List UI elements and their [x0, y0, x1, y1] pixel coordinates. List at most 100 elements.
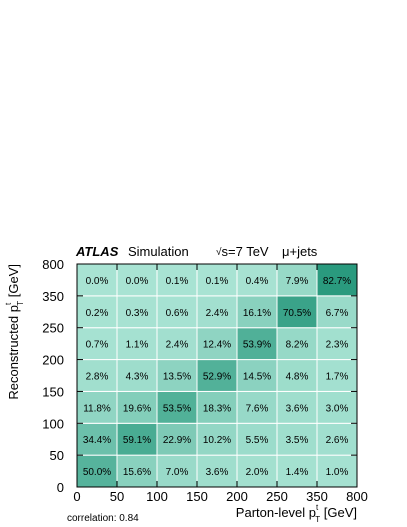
correlation-footnote: correlation: 0.84	[67, 513, 139, 524]
cell-value-label: 53.9%	[243, 340, 271, 351]
cell-value-label: 0.0%	[86, 276, 109, 287]
cell-value-label: 2.0%	[246, 467, 269, 478]
x-axis-title-sup: t	[316, 503, 319, 512]
heatmap-cell	[276, 263, 318, 297]
cell-value-label: 1.1%	[126, 340, 149, 351]
cell-value-label: 15.6%	[123, 467, 151, 478]
heatmap-cell	[156, 359, 198, 392]
heatmap-cell	[196, 263, 238, 297]
y-tick-label: 350	[42, 289, 64, 304]
y-tick-label: 0	[57, 480, 64, 495]
heatmap-cell	[156, 390, 198, 424]
heatmap-cell	[236, 390, 278, 424]
y-tick-label: 200	[42, 353, 64, 368]
header-line: ATLAS Simulation	[75, 244, 189, 259]
heatmap-cells	[76, 263, 358, 488]
cell-value-label: 19.6%	[123, 403, 151, 414]
x-tick-label: 50	[110, 489, 124, 504]
y-tick-labels: 0 50 100 150 200 250 350 800	[42, 257, 64, 495]
cell-value-label: 0.7%	[86, 340, 109, 351]
heatmap-cell	[276, 359, 318, 392]
cell-value-label: 3.6%	[206, 467, 229, 478]
cell-value-label: 59.1%	[123, 435, 151, 446]
x-tick-label: 800	[346, 489, 368, 504]
cell-value-label: 52.9%	[203, 372, 231, 383]
cell-value-label: 2.4%	[166, 340, 189, 351]
cell-value-label: 10.2%	[203, 435, 231, 446]
cell-value-label: 70.5%	[283, 308, 311, 319]
heatmap-cell	[76, 327, 118, 361]
cell-value-label: 22.9%	[163, 435, 191, 446]
cell-value-label: 7.9%	[286, 276, 309, 287]
cell-value-label: 3.6%	[286, 403, 309, 414]
cell-value-label: 0.4%	[246, 276, 269, 287]
x-tick-labels: 0 50 100 150 200 250 350 800	[73, 489, 367, 504]
cell-value-label: 2.3%	[326, 340, 349, 351]
cell-value-label: 16.1%	[243, 308, 271, 319]
energy-sqrt: √	[216, 246, 222, 258]
cell-value-label: 13.5%	[163, 372, 191, 383]
cell-value-label: 12.4%	[203, 340, 231, 351]
y-tick-label: 150	[42, 384, 64, 399]
cell-value-label: 2.6%	[326, 435, 349, 446]
y-tick-label: 250	[42, 321, 64, 336]
x-tick-label: 0	[73, 489, 80, 504]
x-tick-label: 100	[146, 489, 168, 504]
cell-value-label: 14.5%	[243, 372, 271, 383]
cell-value-label: 3.5%	[286, 435, 309, 446]
energy-label: √s=7 TeV	[216, 244, 269, 259]
cell-value-label: 3.0%	[326, 403, 349, 414]
cell-value-label: 11.8%	[83, 403, 111, 414]
cell-value-label: 1.0%	[326, 467, 349, 478]
cell-value-label: 6.7%	[326, 308, 349, 319]
heatmap-cell-labels: 50.0% 15.6% 7.0% 3.6% 2.0% 1.4% 1.0% 34.4% 59.1%…	[83, 276, 351, 478]
heatmap-cell	[316, 327, 358, 361]
cell-value-label: 7.6%	[246, 403, 269, 414]
heatmap-cell	[316, 295, 358, 329]
cell-value-label: 0.1%	[206, 276, 229, 287]
x-tick-label: 150	[186, 489, 208, 504]
plot-frame	[76, 263, 358, 488]
channel-label: μ+jets	[282, 244, 318, 259]
cell-value-label: 34.4%	[83, 435, 111, 446]
cell-value-label: 1.7%	[326, 372, 349, 383]
cell-value-label: 7.0%	[166, 467, 189, 478]
cell-value-label: 82.7%	[323, 276, 351, 287]
energy-text: s=7 TeV	[222, 244, 269, 259]
simulation-label: Simulation	[128, 244, 189, 259]
x-axis-title-main: Parton-level p	[236, 505, 316, 520]
heatmap-cell	[196, 422, 238, 456]
x-tick-label: 200	[226, 489, 248, 504]
cell-value-label: 1.4%	[286, 467, 309, 478]
cell-value-label: 50.0%	[83, 467, 111, 478]
y-tick-label: 50	[50, 448, 64, 463]
y-axis-title-unit: [GeV]	[6, 264, 21, 301]
cell-value-label: 0.6%	[166, 308, 189, 319]
heatmap-cell	[156, 263, 198, 297]
y-axis-title: Reconstructed pt T [GeV]	[4, 264, 25, 400]
y-axis-title-sup: t	[4, 302, 13, 305]
x-axis-title: Parton-level pt T [GeV]	[236, 503, 357, 524]
heatmap-cell	[196, 390, 238, 424]
heatmap-cell	[116, 454, 158, 488]
y-axis-title-main: Reconstructed p	[6, 305, 21, 400]
atlas-label: ATLAS	[75, 244, 119, 259]
cell-value-label: 0.3%	[126, 308, 149, 319]
y-axis-title-sub: T	[16, 301, 25, 306]
heatmap-cell	[316, 359, 358, 392]
cell-value-label: 18.3%	[203, 403, 231, 414]
x-tick-label: 250	[266, 489, 288, 504]
heatmap-cell	[236, 422, 278, 456]
axis-ticks	[76, 263, 358, 488]
heatmap-cell	[76, 295, 118, 329]
y-tick-label: 100	[42, 416, 64, 431]
heatmap-cell	[236, 263, 278, 297]
heatmap-cell	[116, 359, 158, 392]
x-axis-title-unit: [GeV]	[320, 505, 357, 520]
cell-value-label: 5.5%	[246, 435, 269, 446]
heatmap-cell	[316, 263, 358, 297]
cell-value-label: 0.2%	[86, 308, 109, 319]
x-axis-title-sub: T	[315, 515, 320, 524]
x-tick-label: 350	[306, 489, 328, 504]
heatmap-cell	[276, 390, 318, 424]
